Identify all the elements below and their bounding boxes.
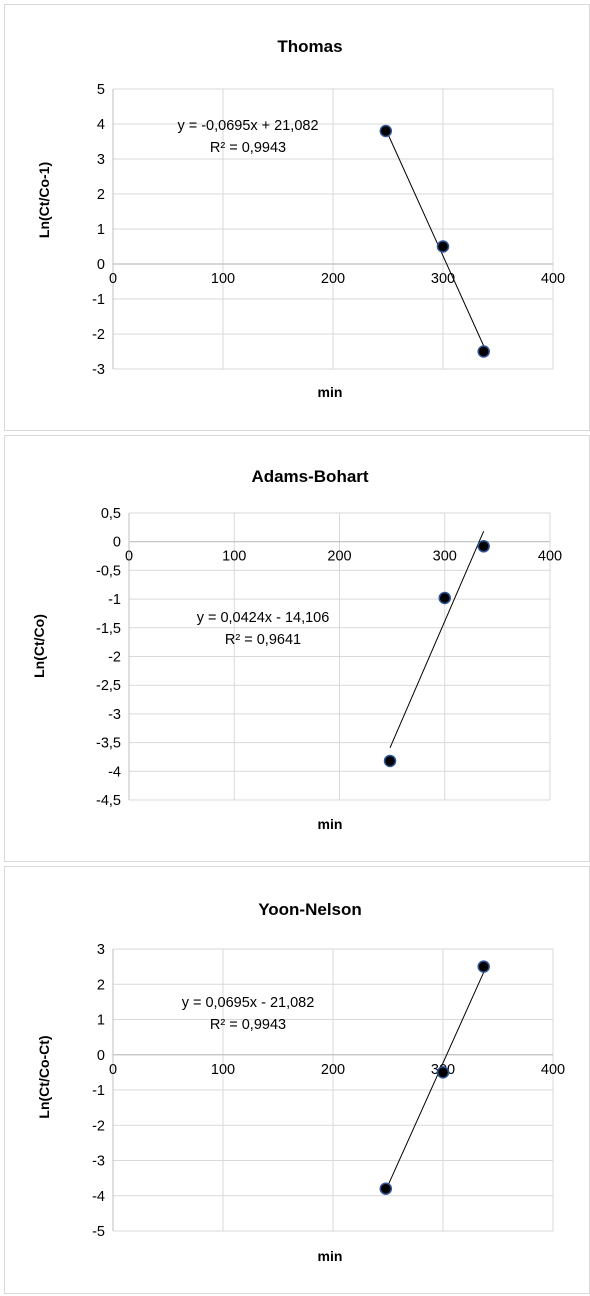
data-point xyxy=(436,1066,450,1079)
x-tick-label: 400 xyxy=(541,1062,565,1078)
x-tick-label: 100 xyxy=(211,271,235,287)
chart-panel-yoon-nelson: Yoon-Nelson min Ln(Ct/Co-Ct) y = 0,0695x… xyxy=(4,866,590,1294)
y-tick-label: -2 xyxy=(108,650,121,666)
x-tick-label: 100 xyxy=(222,549,246,565)
chart-adams-bohart: Adams-Bohart min Ln(Ct/Co) y = 0,0424x -… xyxy=(31,467,562,832)
y-axis-label: Ln(Ct/Co-Ct) xyxy=(36,1035,52,1118)
chart-thomas: Thomas min Ln(Ct/Co-1) y = -0,0695x + 21… xyxy=(36,37,565,400)
y-axis-label: Ln(Ct/Co) xyxy=(31,614,47,678)
x-tick-label: 300 xyxy=(433,549,457,565)
data-point xyxy=(383,754,397,768)
gridlines xyxy=(112,88,554,370)
chart-panel-adams-bohart: Adams-Bohart min Ln(Ct/Co) y = 0,0424x -… xyxy=(4,435,590,862)
y-tick-label: 0,5 xyxy=(101,506,121,522)
x-axis-label: min xyxy=(318,1248,343,1264)
y-tick-label: -4 xyxy=(108,764,121,780)
trendline xyxy=(385,972,485,1191)
y-tick-label: -1,5 xyxy=(96,621,121,637)
trendline-equation: y = 0,0695x - 21,082 xyxy=(182,995,315,1011)
y-tick-label: -1 xyxy=(108,592,121,608)
trendline-equation: y = -0,0695x + 21,082 xyxy=(177,118,318,134)
y-tick-label: 0 xyxy=(97,257,105,273)
y-tick-label: -2,5 xyxy=(96,678,121,694)
y-tick-label: 3 xyxy=(97,152,105,168)
trendline-r2: R² = 0,9641 xyxy=(225,632,301,648)
y-tick-label: -4,5 xyxy=(96,793,121,809)
y-tick-label: -2 xyxy=(92,327,105,343)
trendline-r2: R² = 0,9943 xyxy=(210,140,286,156)
trendline-equation: y = 0,0424x - 14,106 xyxy=(197,610,330,626)
y-tick-label: 1 xyxy=(97,222,105,238)
trendline xyxy=(389,531,485,749)
y-tick-label: 0 xyxy=(113,535,121,551)
y-tick-label: -3,5 xyxy=(96,736,121,752)
data-point xyxy=(477,540,490,553)
x-tick-label: 400 xyxy=(541,271,565,287)
y-tick-label: 1 xyxy=(97,1013,105,1029)
y-tick-label: -3 xyxy=(92,1154,105,1170)
data-point xyxy=(436,240,450,253)
y-tick-label: 2 xyxy=(97,977,105,993)
chart-title: Yoon-Nelson xyxy=(258,900,362,919)
chart-title: Thomas xyxy=(277,37,342,56)
x-tick-label: 0 xyxy=(109,271,117,287)
x-tick-label: 100 xyxy=(211,1062,235,1078)
data-point xyxy=(379,1182,393,1195)
y-tick-label: 4 xyxy=(97,117,105,133)
data-point xyxy=(438,591,451,605)
y-tick-label: 0 xyxy=(97,1048,105,1064)
x-tick-label: 0 xyxy=(109,1062,117,1078)
trendline-r2: R² = 0,9943 xyxy=(210,1017,286,1033)
x-tick-label: 0 xyxy=(125,549,133,565)
y-tick-label: 3 xyxy=(97,942,105,958)
y-tick-label: -0,5 xyxy=(96,563,121,579)
data-point xyxy=(477,960,490,973)
x-tick-label: 400 xyxy=(538,549,562,565)
x-tick-label: 200 xyxy=(321,271,345,287)
x-tick-label: 200 xyxy=(327,549,351,565)
trendline xyxy=(385,129,485,347)
y-tick-label: -1 xyxy=(92,292,105,308)
x-axis-label: min xyxy=(318,384,343,400)
chart-yoon-nelson: Yoon-Nelson min Ln(Ct/Co-Ct) y = 0,0695x… xyxy=(36,900,565,1264)
gridlines xyxy=(112,948,554,1232)
y-tick-label: -1 xyxy=(92,1083,105,1099)
x-tick-label: 200 xyxy=(321,1062,345,1078)
y-tick-label: -3 xyxy=(108,707,121,723)
x-axis-label: min xyxy=(318,816,343,832)
y-tick-label: -3 xyxy=(92,362,105,378)
y-tick-label: -5 xyxy=(92,1224,105,1240)
y-tick-label: -2 xyxy=(92,1118,105,1134)
data-point xyxy=(379,124,393,138)
y-axis-label: Ln(Ct/Co-1) xyxy=(36,162,52,238)
y-tick-label: 2 xyxy=(97,187,105,203)
gridlines xyxy=(128,512,551,801)
y-tick-label: 5 xyxy=(97,82,105,98)
chart-title: Adams-Bohart xyxy=(251,467,368,486)
chart-panel-thomas: Thomas min Ln(Ct/Co-1) y = -0,0695x + 21… xyxy=(4,4,590,431)
y-tick-label: -4 xyxy=(92,1189,105,1205)
data-point xyxy=(477,345,490,358)
x-tick-label: 300 xyxy=(431,271,455,287)
